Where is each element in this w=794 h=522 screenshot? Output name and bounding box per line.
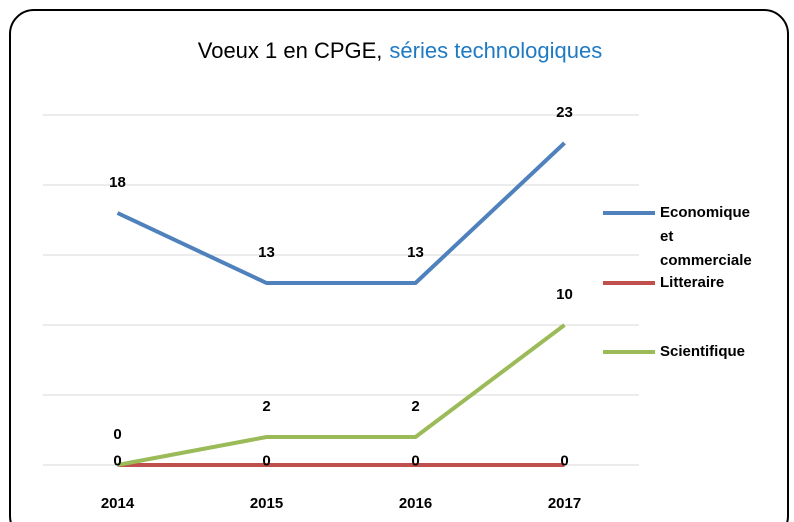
title-part: Voeux 1 en CPGE, [198,38,383,63]
chart-border [9,9,789,522]
data-label: 13 [407,244,424,261]
data-label: 18 [109,174,126,191]
data-label: 13 [258,244,275,261]
data-label: 2 [411,398,419,415]
x-tick-label: 2016 [399,495,432,512]
x-tick-label: 2014 [101,495,135,512]
data-label: 2 [262,398,270,415]
data-label: 0 [262,452,270,469]
data-label: 0 [560,452,568,469]
data-label: 10 [556,286,573,303]
legend-label: Litteraire [660,274,724,291]
data-label: 0 [113,452,121,469]
title-part: séries technologiques [389,38,602,63]
legend-label-line: Economique [660,204,750,221]
legend-label-line: commerciale [660,252,752,269]
x-tick-label: 2015 [250,495,283,512]
legend-label-line: et [660,228,673,245]
legend-label: Scientifique [660,343,745,360]
data-label: 0 [113,426,121,443]
data-label: 23 [556,104,573,121]
chart-title: Voeux 1 en CPGE, séries technologiques [198,38,602,63]
series-line [117,323,566,467]
series-line [116,141,566,285]
data-label: 0 [411,452,419,469]
legend-label: Economique et commerciale [660,204,752,269]
x-tick-label: 2017 [548,495,581,512]
